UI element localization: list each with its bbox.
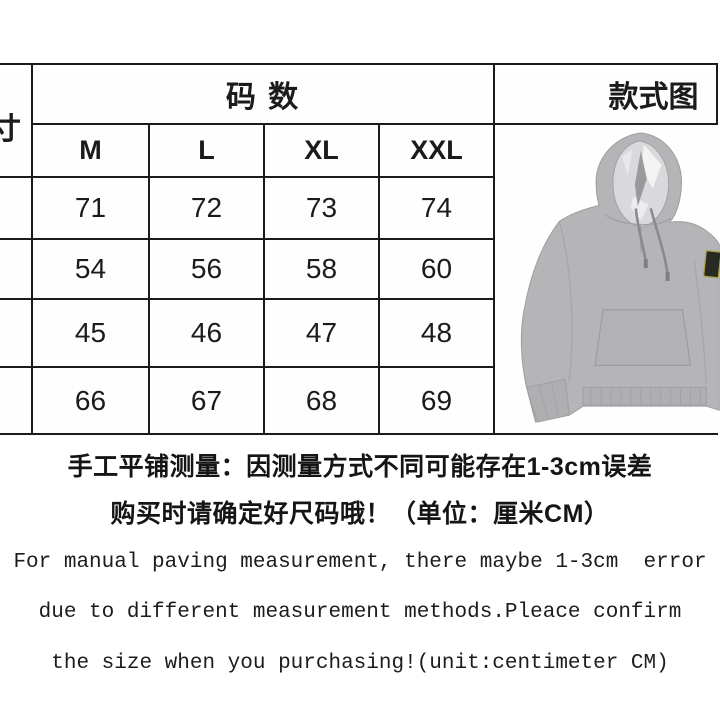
value-cell: 56 [150, 240, 265, 300]
value-cell: 73 [265, 178, 380, 240]
dimension-column-header-cell: 寸 [0, 65, 33, 178]
size-header-xxl: XXL [380, 125, 495, 178]
grey-hoodie-image [520, 132, 720, 423]
value-cell: 69 [380, 368, 495, 435]
measurement-note-cn-2: 购买时请确定好尺码哦！（单位：厘米CM） [110, 500, 610, 528]
size-header-l: L [150, 125, 265, 178]
value-cell: 71 [33, 178, 150, 240]
value-cell: 68 [265, 368, 380, 435]
measurement-note-en-2: due to different measurement methods.Ple… [38, 601, 682, 624]
size-table: 寸 码 数 款式图 M L XL XXL [0, 63, 720, 435]
dimension-label-cell [0, 300, 33, 368]
style-image-header: 款式图 [495, 65, 718, 125]
product-image-cell [495, 125, 720, 435]
size-header-m: M [33, 125, 150, 178]
size-group-header: 码 数 [33, 65, 495, 125]
measurement-note-en-3: the size when you purchasing!(unit:centi… [51, 652, 669, 675]
value-cell: 46 [150, 300, 265, 368]
value-cell: 45 [33, 300, 150, 368]
value-cell: 72 [150, 178, 265, 240]
value-cell: 60 [380, 240, 495, 300]
sleeve-badge [703, 250, 720, 279]
value-cell: 47 [265, 300, 380, 368]
dimension-label-cell [0, 240, 33, 300]
value-cell: 66 [33, 368, 150, 435]
size-header-xl: XL [265, 125, 380, 178]
measurement-note-cn-1: 手工平铺测量：因测量方式不同可能存在1-3cm误差 [67, 453, 653, 481]
dimension-label-clipped: 寸 [0, 113, 21, 146]
style-image-header-label: 款式图 [608, 81, 699, 114]
dimension-label-cell [0, 178, 33, 240]
value-cell: 67 [150, 368, 265, 435]
value-cell: 54 [33, 240, 150, 300]
value-cell: 58 [265, 240, 380, 300]
measurement-note-en-1: For manual paving measurement, there may… [13, 551, 707, 574]
dimension-label-cell [0, 368, 33, 435]
value-cell: 74 [380, 178, 495, 240]
value-cell: 48 [380, 300, 495, 368]
